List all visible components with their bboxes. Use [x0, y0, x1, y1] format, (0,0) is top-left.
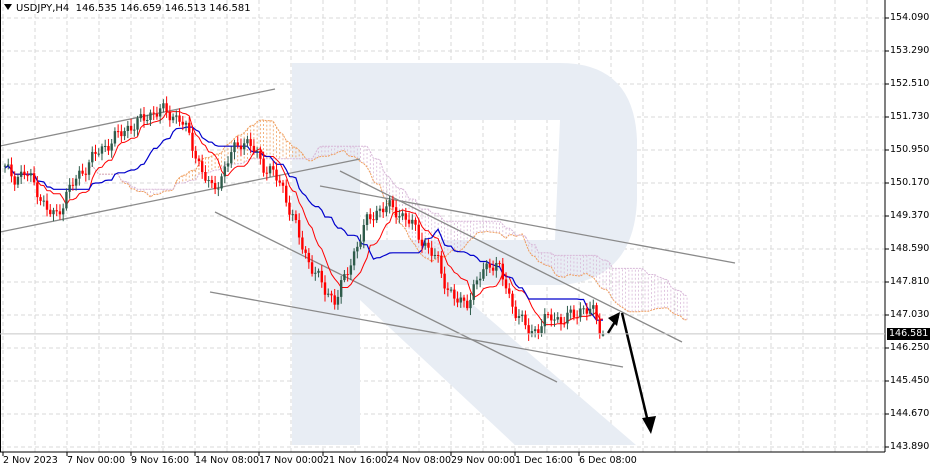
candlesticks: [3, 96, 605, 341]
price-label: 145.450: [890, 375, 930, 386]
time-label: 17 Nov 00:00: [259, 455, 324, 466]
price-label: 147.810: [890, 276, 930, 287]
time-label: 6 Dec 08:00: [579, 455, 637, 466]
ohlc-values: 146.535 146.659 146.513 146.581: [75, 3, 251, 14]
price-label: 151.730: [890, 111, 930, 122]
price-label: 144.670: [890, 408, 930, 419]
price-label: 143.890: [890, 441, 930, 452]
price-label: 150.170: [890, 177, 930, 188]
price-label: 150.950: [890, 144, 930, 155]
price-label: 153.290: [890, 45, 930, 56]
time-label: 7 Nov 00:00: [67, 455, 126, 466]
time-label: 2 Nov 2023: [3, 455, 58, 466]
price-label: 146.250: [890, 342, 930, 353]
time-label: 24 Nov 08:00: [387, 455, 452, 466]
price-label: 152.510: [890, 78, 930, 89]
price-label: 147.030: [890, 309, 930, 320]
time-label: 1 Dec 16:00: [515, 455, 573, 466]
time-label: 14 Nov 08:00: [195, 455, 260, 466]
time-label: 21 Nov 16:00: [323, 455, 388, 466]
price-label: 148.590: [890, 243, 930, 254]
symbol-label: USDJPY,H4: [16, 3, 70, 14]
price-label: 154.090: [890, 12, 930, 23]
price-label: 149.370: [890, 210, 930, 221]
chart-title: USDJPY,H4 146.535 146.659 146.513 146.58…: [4, 3, 251, 14]
time-label: 9 Nov 16:00: [131, 455, 190, 466]
current-price-tag: 146.581: [887, 327, 930, 340]
time-label: 29 Nov 00:00: [451, 455, 516, 466]
watermark-logo: [292, 63, 637, 445]
forecast-arrows: [606, 312, 656, 434]
axis-ticks: [2, 17, 889, 456]
dropdown-triangle-icon[interactable]: [4, 4, 12, 10]
